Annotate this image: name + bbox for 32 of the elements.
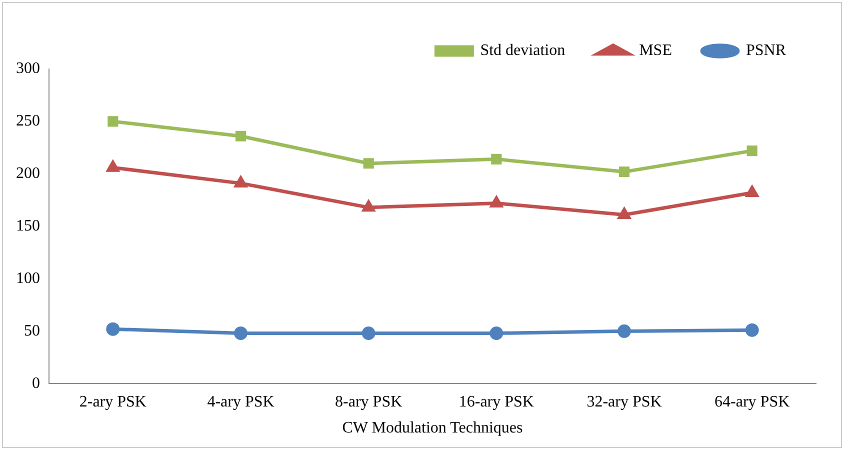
point (106, 160, 119, 172)
point (363, 158, 374, 169)
y-tick-label: 300 (16, 60, 40, 78)
point (745, 323, 759, 337)
y-tick-label: 0 (32, 374, 40, 392)
y-tick-label: 200 (16, 165, 40, 182)
y-tick-label: 50 (24, 322, 40, 340)
point (108, 116, 118, 127)
y-tick-label: 150 (16, 218, 40, 235)
legend-label: MSE (639, 42, 672, 60)
legend-label: PSNR (746, 42, 786, 60)
x-tick-label: 4-ary PSK (207, 393, 275, 410)
point (746, 186, 758, 197)
point (618, 324, 631, 338)
x-axis-title: CW Modulation Techniques (342, 420, 523, 437)
point (362, 326, 376, 340)
y-tick-label: 100 (16, 270, 40, 287)
legend-label: Std deviation (480, 42, 566, 60)
point (106, 322, 120, 336)
x-tick-label: 32-ary PSK (586, 393, 662, 410)
point (490, 196, 502, 208)
point (234, 326, 248, 340)
x-tick-label: 16-ary PSK (458, 393, 534, 410)
point (618, 166, 630, 178)
point (746, 146, 758, 156)
point (491, 154, 502, 164)
point (490, 326, 504, 340)
x-tick-label: 8-ary PSK (335, 393, 403, 410)
x-tick-label: 2-ary PSK (79, 393, 147, 410)
point (235, 130, 246, 142)
y-tick-label: 250 (16, 112, 40, 130)
x-tick-label: 64-ary PSK (714, 393, 790, 410)
